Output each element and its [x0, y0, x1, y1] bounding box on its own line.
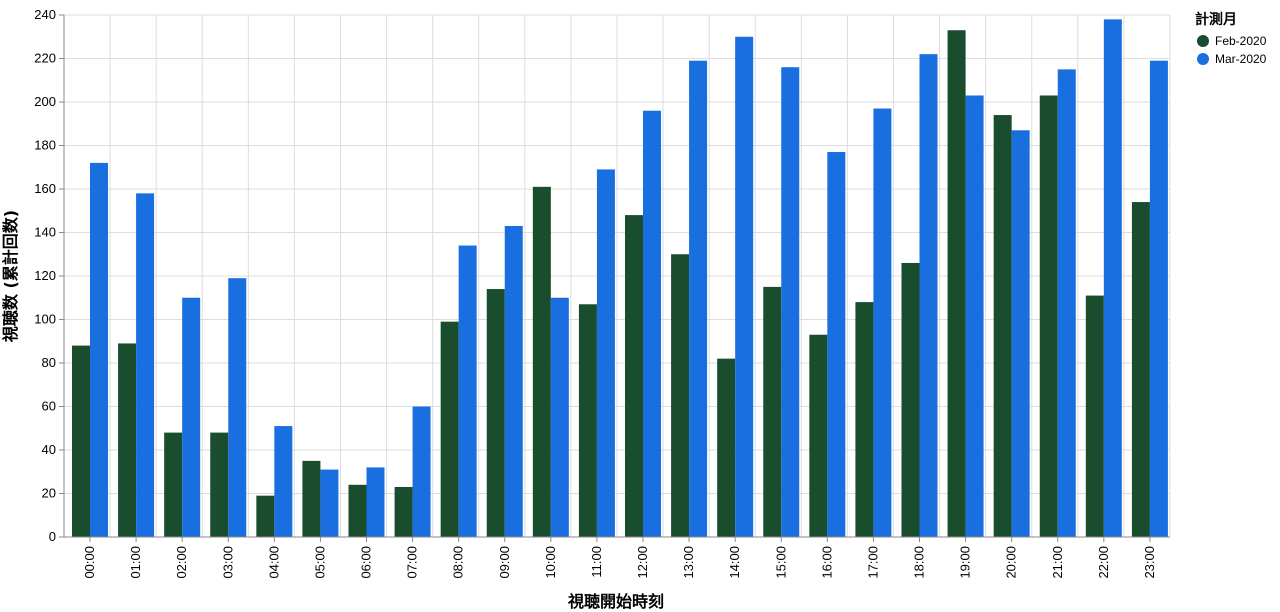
x-tick-label: 20:00 [1004, 546, 1019, 579]
bar-mar-2020-0500 [320, 469, 339, 537]
legend-swatch [1197, 35, 1209, 47]
bar-mar-2020-1400 [735, 36, 754, 537]
bar-feb-2020-0000 [72, 345, 90, 537]
x-tick-label: 08:00 [451, 546, 466, 579]
y-tick-label: 240 [34, 7, 56, 22]
bar-mar-2020-0200 [182, 297, 201, 537]
bar-feb-2020-1700 [855, 302, 874, 537]
legend-label: Mar-2020 [1215, 52, 1267, 66]
y-tick-label: 120 [34, 268, 56, 283]
bar-feb-2020-0500 [302, 460, 321, 537]
bar-feb-2020-2100 [1039, 95, 1058, 537]
legend-title: 計測月 [1195, 11, 1237, 28]
y-axis-title: 視聴数 (累計回数) [1, 210, 20, 343]
bar-feb-2020-1600 [809, 334, 828, 537]
bar-mar-2020-1800 [919, 54, 938, 538]
x-tick-label: 10:00 [543, 546, 558, 579]
x-tick-label: 12:00 [635, 546, 650, 579]
x-tick-label: 22:00 [1096, 546, 1111, 579]
bar-mar-2020-1000 [550, 297, 569, 537]
bar-feb-2020-0400 [256, 495, 275, 537]
y-tick-label: 40 [42, 442, 56, 457]
bar-feb-2020-2300 [1131, 202, 1150, 538]
bar-mar-2020-0100 [136, 193, 155, 537]
bar-mar-2020-2000 [1011, 130, 1030, 537]
bar-feb-2020-2000 [993, 115, 1012, 538]
x-tick-label: 01:00 [128, 546, 143, 579]
bar-mar-2020-0600 [366, 467, 385, 537]
x-tick-label: 06:00 [359, 546, 374, 579]
bar-mar-2020-0300 [228, 278, 247, 537]
bar-feb-2020-1500 [763, 286, 782, 537]
bar-mar-2020-2300 [1149, 60, 1168, 538]
bar-feb-2020-1100 [578, 304, 597, 537]
bar-mar-2020-1100 [596, 169, 615, 538]
x-tick-label: 19:00 [958, 546, 973, 579]
bar-feb-2020-2200 [1085, 295, 1104, 537]
legend: 計測月 Feb-2020 Mar-2020 [1195, 11, 1267, 66]
y-tick-label: 0 [49, 529, 56, 544]
y-tick-label: 180 [34, 138, 56, 153]
x-tick-label: 05:00 [312, 546, 327, 579]
bar-mar-2020-0400 [274, 426, 293, 537]
bar-feb-2020-0100 [118, 343, 137, 537]
x-tick-label: 03:00 [220, 546, 235, 579]
y-tick-label: 60 [42, 399, 56, 414]
x-tick-label: 18:00 [912, 546, 927, 579]
bar-feb-2020-1900 [947, 30, 966, 537]
bar-feb-2020-0300 [210, 432, 229, 537]
x-tick-label: 00:00 [82, 546, 97, 579]
x-tick-label: 07:00 [405, 546, 420, 579]
legend-label: Feb-2020 [1215, 34, 1267, 48]
bar-mar-2020-0700 [412, 406, 431, 537]
bar-feb-2020-1200 [625, 215, 643, 537]
bar-mar-2020-1900 [965, 95, 984, 537]
x-tick-label: 17:00 [865, 546, 880, 579]
bar-mar-2020-2100 [1057, 69, 1076, 537]
bar-mar-2020-1600 [827, 152, 846, 537]
y-tick-label: 80 [42, 355, 56, 370]
bar-feb-2020-0200 [164, 432, 183, 537]
axes: 0 20 40 60 80 100 120 140 160 180 200 220 240 00:00 01… [34, 7, 1170, 579]
x-axis-title: 視聴開始時刻 [567, 592, 664, 611]
bar-feb-2020-1000 [532, 186, 551, 537]
bar-feb-2020-0900 [486, 289, 505, 537]
bar-feb-2020-0700 [394, 486, 413, 537]
y-tick-label: 100 [34, 312, 56, 327]
bar-mar-2020-1500 [781, 67, 800, 537]
bar-mar-2020-0000 [90, 162, 108, 537]
bar-mar-2020-1300 [689, 60, 708, 538]
x-tick-label: 04:00 [266, 546, 281, 579]
bar-mar-2020-0800 [458, 245, 477, 538]
y-tick-label: 220 [34, 51, 56, 66]
bar-feb-2020-1300 [671, 254, 690, 537]
legend-swatch [1197, 53, 1209, 65]
x-tick-label: 16:00 [819, 546, 834, 579]
x-tick-label: 23:00 [1142, 546, 1157, 579]
y-tick-label: 200 [34, 94, 56, 109]
bar-feb-2020-1400 [717, 358, 736, 537]
bar-mar-2020-1200 [643, 110, 661, 537]
y-tick-label: 160 [34, 181, 56, 196]
x-tick-label: 13:00 [681, 546, 696, 579]
bar-mar-2020-1700 [873, 108, 892, 538]
x-tick-label: 14:00 [727, 546, 742, 579]
bar-feb-2020-0800 [440, 321, 459, 537]
bar-mar-2020-0900 [504, 225, 523, 537]
x-tick-label: 21:00 [1050, 546, 1065, 579]
bar-mar-2020-2200 [1103, 19, 1122, 538]
bar-feb-2020-1800 [901, 262, 920, 537]
y-tick-label: 20 [42, 486, 56, 501]
y-tick-label: 140 [34, 225, 56, 240]
x-tick-label: 02:00 [174, 546, 189, 579]
x-tick-label: 09:00 [497, 546, 512, 579]
x-tick-label: 15:00 [773, 546, 788, 579]
bars [72, 19, 1168, 538]
x-tick-label: 11:00 [589, 546, 604, 578]
bar-feb-2020-0600 [348, 484, 367, 537]
